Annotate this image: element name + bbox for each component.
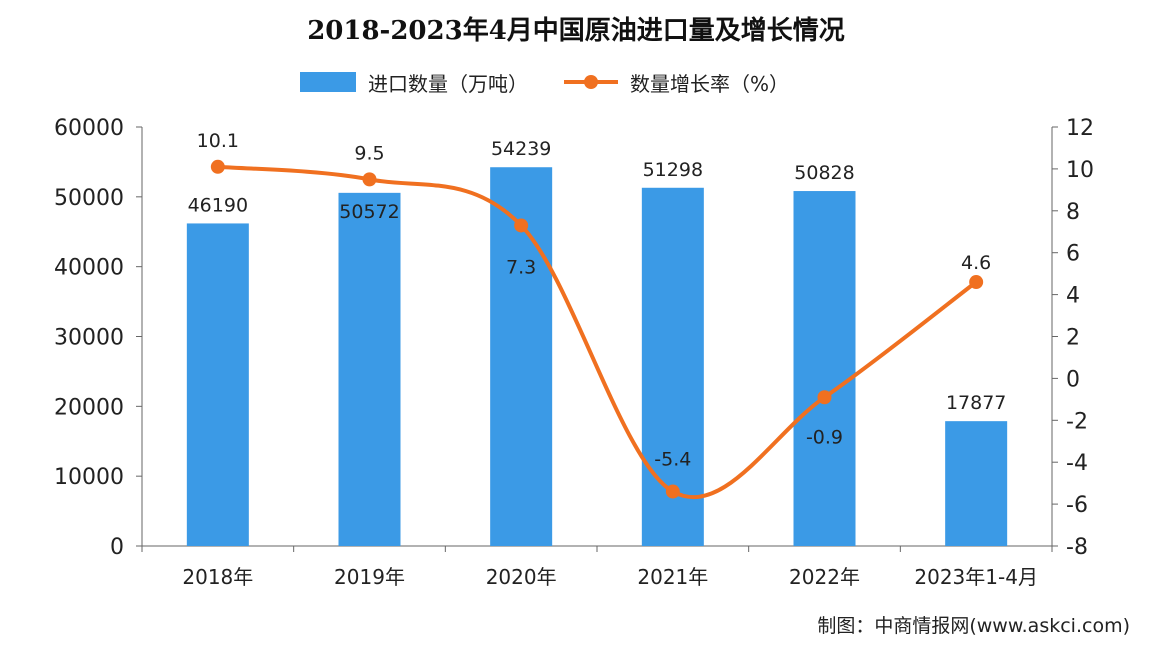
legend-item-import-volume: 进口数量（万吨） (300, 68, 528, 97)
legend-line-swatch (564, 72, 618, 92)
legend-bar-swatch (300, 72, 356, 92)
right-axis-tick-label: 4 (1066, 284, 1080, 309)
bar-data-label: 51298 (643, 159, 703, 181)
right-axis-tick-label: -8 (1066, 535, 1088, 560)
legend-line-label: 数量增长率（%） (630, 71, 790, 96)
x-axis-category-label: 2023年1-4月 (914, 565, 1038, 589)
source-credit: 制图：中商情报网(www.askci.com) (817, 615, 1130, 637)
bar-data-label: 54239 (491, 138, 551, 160)
line-data-label: 4.6 (961, 252, 991, 274)
x-axis-category-label: 2018年 (182, 565, 253, 589)
x-axis-category-label: 2021年 (637, 565, 708, 589)
left-axis-tick-label: 0 (110, 535, 124, 560)
bar-data-label: 17877 (946, 392, 1006, 414)
right-axis-tick-label: -4 (1066, 451, 1088, 476)
legend-item-growth-rate: 数量增长率（%） (564, 68, 789, 97)
line-data-label: 10.1 (197, 130, 239, 152)
line-data-label: -5.4 (654, 449, 691, 471)
growth-rate-point (210, 159, 225, 174)
right-axis-tick-label: -2 (1066, 409, 1088, 434)
left-axis-tick-label: 50000 (54, 186, 124, 211)
right-axis-tick-label: 10 (1066, 158, 1094, 183)
bar-data-label: 46190 (188, 194, 248, 216)
growth-rate-point (362, 172, 377, 187)
x-axis-category-label: 2020年 (486, 565, 557, 589)
bar-data-label: 50572 (339, 201, 399, 223)
growth-rate-point (514, 218, 529, 233)
right-axis-tick-label: 8 (1066, 200, 1080, 225)
left-axis-tick-label: 30000 (54, 326, 124, 351)
x-axis-category-label: 2019年 (334, 565, 405, 589)
line-data-label: 9.5 (354, 142, 384, 164)
right-axis-tick-label: 2 (1066, 326, 1080, 351)
left-axis-tick-label: 60000 (54, 116, 124, 141)
line-data-label: -0.9 (806, 426, 843, 448)
bar (945, 421, 1008, 546)
legend-bar-label: 进口数量（万吨） (368, 71, 528, 96)
bar-data-label: 50828 (794, 162, 854, 184)
chart-title: 2018-2023年4月中国原油进口量及增长情况 (307, 16, 845, 46)
right-axis-tick-label: 12 (1066, 116, 1094, 141)
growth-rate-line (217, 164, 978, 500)
right-axis-tick-label: 6 (1066, 242, 1080, 267)
growth-rate-point (969, 275, 984, 290)
bar (338, 192, 401, 546)
left-axis-tick-label: 10000 (54, 465, 124, 490)
legend: 进口数量（万吨） 数量增长率（%） (300, 66, 789, 98)
right-axis-tick-label: -6 (1066, 493, 1088, 518)
right-axis-tick-label: 0 (1066, 367, 1080, 392)
bar (793, 191, 856, 546)
growth-rate-point (817, 390, 832, 405)
left-axis-tick-label: 40000 (54, 256, 124, 281)
x-axis-category-label: 2022年 (789, 565, 860, 589)
left-axis-tick-label: 20000 (54, 395, 124, 420)
line-data-label: 7.3 (506, 256, 536, 278)
growth-rate-point (665, 484, 680, 499)
bar (186, 223, 249, 547)
